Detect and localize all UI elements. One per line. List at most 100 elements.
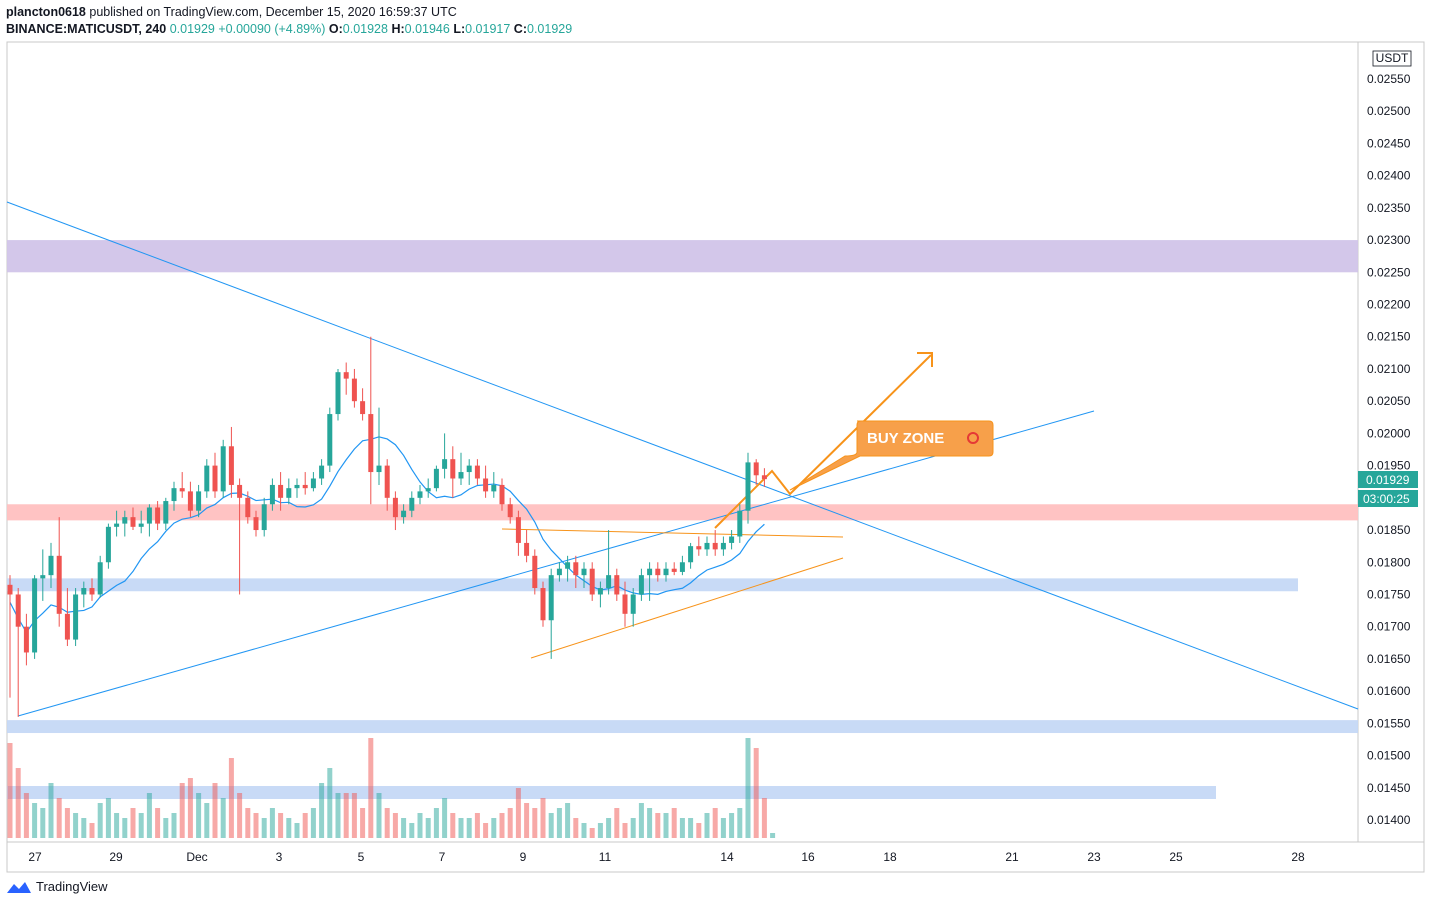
volume-bar <box>15 768 21 838</box>
zone-0 <box>7 240 1358 273</box>
candle-body <box>163 501 169 524</box>
volume-bar <box>212 783 218 838</box>
candle-body <box>228 446 234 485</box>
ascending-trendline <box>17 410 1095 717</box>
orange-support-line <box>530 557 844 659</box>
candle-body <box>499 484 505 505</box>
volume-bar <box>220 798 226 838</box>
target-icon <box>967 432 979 444</box>
price-tick-label: 0.02050 <box>1367 394 1411 408</box>
volume-bar <box>409 823 415 838</box>
candle-body <box>212 465 218 492</box>
volume-bar <box>647 808 653 838</box>
publish-info: published on TradingView.com, December 1… <box>89 5 457 19</box>
candle-body <box>704 542 710 550</box>
candle-body <box>179 488 185 492</box>
tradingview-logo-icon <box>7 881 31 893</box>
volume-bar <box>704 813 710 838</box>
candle-body <box>343 372 349 379</box>
volume-bar <box>286 818 292 838</box>
candle-body <box>351 378 357 402</box>
volume-bar <box>302 813 308 838</box>
price-tick-label: 0.02300 <box>1367 233 1411 247</box>
price-axis[interactable]: 0.02550 0.02500 0.02450 0.02400 0.02350 0.023… <box>1367 72 1411 827</box>
price-tick-label: 0.01700 <box>1367 620 1411 634</box>
volume-bar <box>343 793 349 838</box>
symbol-label[interactable]: BINANCE:MATICUSDT, 240 <box>6 22 167 36</box>
candle-body <box>302 484 308 489</box>
candle-body <box>442 459 448 469</box>
volume-bar <box>606 818 612 838</box>
candle-body <box>663 568 669 576</box>
candle-body <box>278 484 284 498</box>
currency-label: USDT <box>1376 51 1409 65</box>
publish-line: plancton0618 published on TradingView.co… <box>6 4 572 21</box>
volume-bar <box>204 803 210 838</box>
time-tick-label: 21 <box>1005 850 1019 864</box>
volume-bar <box>688 818 694 838</box>
candle-body <box>532 555 538 589</box>
volume-bar <box>122 818 128 838</box>
candle-body <box>97 562 103 595</box>
candle-body <box>548 575 554 621</box>
candle-body <box>286 488 292 498</box>
candle-body <box>261 504 267 531</box>
volume-bar <box>745 738 751 838</box>
close-label: C: <box>513 22 527 36</box>
candle-body <box>565 562 571 569</box>
zone-2 <box>7 578 1298 592</box>
buy-zone-callout[interactable]: BUY ZONE <box>789 420 994 491</box>
volume-bar <box>753 748 759 838</box>
volume-bar <box>417 813 423 838</box>
time-tick-label: 11 <box>599 850 612 864</box>
time-tick-label: 5 <box>358 850 365 864</box>
price-tick-label: 0.02550 <box>1367 72 1411 86</box>
volume-bar <box>245 808 251 838</box>
candle-body <box>581 568 587 576</box>
candle-body <box>655 568 661 576</box>
candle-body <box>81 588 87 595</box>
candle-body <box>64 613 70 640</box>
candle-body <box>425 488 431 492</box>
volume-bar <box>32 803 38 838</box>
volume-bar <box>253 813 259 838</box>
author-name[interactable]: plancton0618 <box>6 5 86 19</box>
price-change: +0.00090 (+4.89%) <box>218 22 326 36</box>
price-tick-label: 0.02000 <box>1367 426 1411 440</box>
price-tick-label: 0.01500 <box>1367 749 1411 763</box>
volume-bar <box>565 803 571 838</box>
candle-body <box>622 594 628 614</box>
time-tick-label: 14 <box>720 850 734 864</box>
footer-brand[interactable]: TradingView <box>6 879 108 894</box>
volume-bar <box>581 823 587 838</box>
time-tick-label: 29 <box>109 850 123 864</box>
candle-body <box>491 484 497 492</box>
volume-bar <box>155 808 161 838</box>
time-tick-label: Dec <box>186 850 207 864</box>
candle-body <box>392 497 398 518</box>
price-tick-label: 0.01750 <box>1367 587 1411 601</box>
candle-body <box>360 401 366 415</box>
candle-body <box>597 588 603 595</box>
volume-layer <box>7 738 776 838</box>
time-axis[interactable]: 27 29 Dec 3 5 7 9 11 14 16 18 21 23 25 28 <box>28 850 1305 864</box>
volume-bar <box>196 793 202 838</box>
volume-bar <box>712 808 718 838</box>
candle-body <box>237 484 243 498</box>
time-tick-label: 27 <box>28 850 42 864</box>
volume-bar <box>319 783 325 838</box>
candle-body <box>310 478 316 489</box>
volume-bar <box>171 813 177 838</box>
candle-body <box>73 594 79 640</box>
volume-bar <box>401 818 407 838</box>
countdown-marker <box>1358 490 1418 507</box>
volume-bar <box>261 818 267 838</box>
candle-body <box>450 459 456 479</box>
candle-body <box>483 478 489 492</box>
volume-bar <box>163 818 169 838</box>
price-tick-label: 0.02350 <box>1367 201 1411 215</box>
candle-body <box>466 465 472 473</box>
volume-bar <box>671 808 677 838</box>
candle-body <box>294 484 300 489</box>
